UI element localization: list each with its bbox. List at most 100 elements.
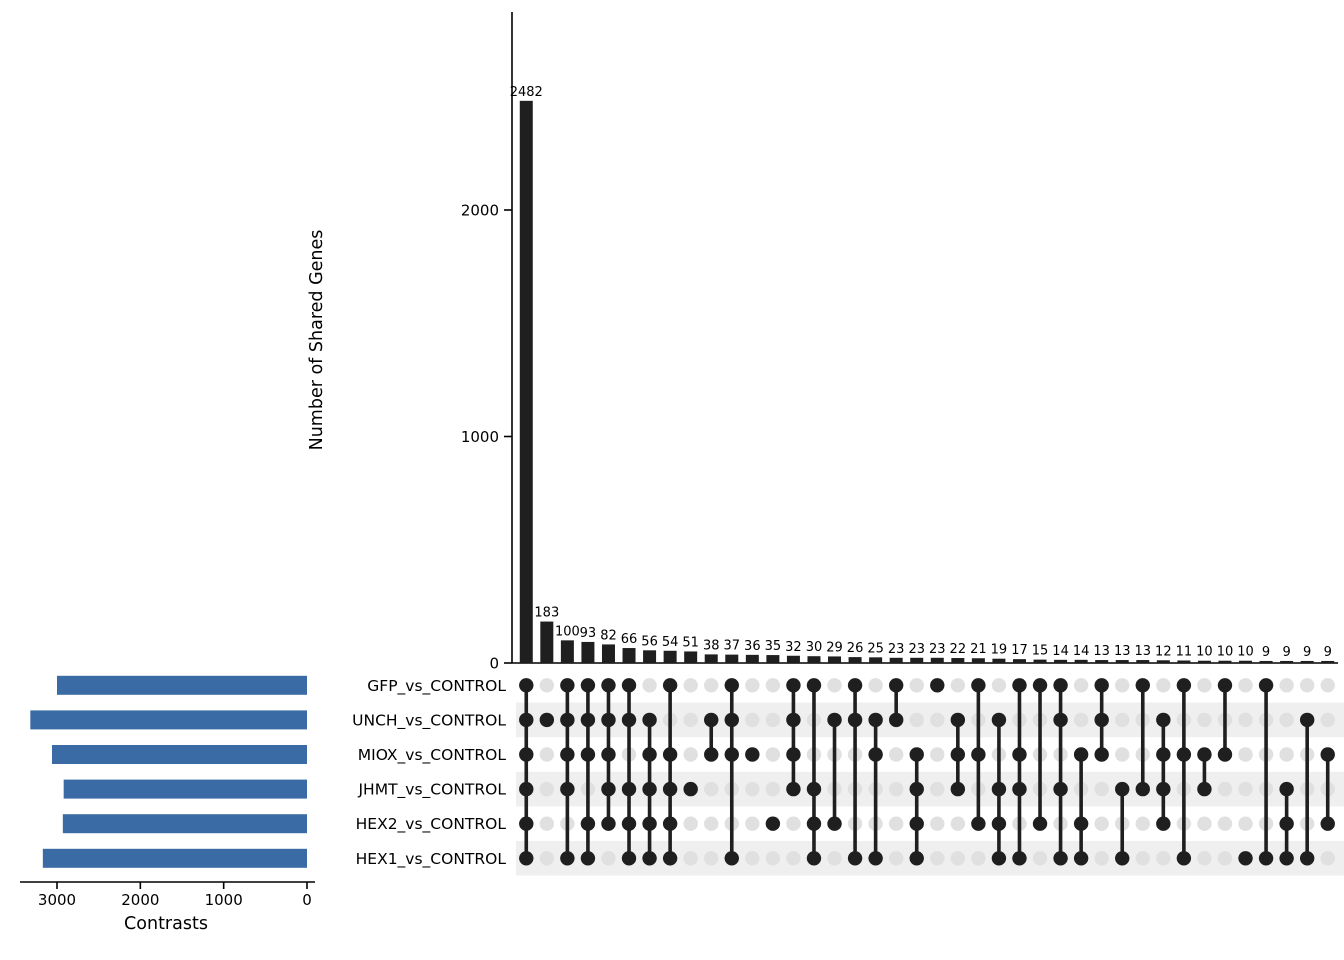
membership-dot-active — [560, 851, 575, 866]
membership-dot-active — [806, 816, 822, 831]
intersection-bar — [1115, 660, 1129, 663]
set-name-label: GFP_vs_CONTROL — [367, 677, 506, 696]
membership-dot-active — [868, 747, 883, 762]
membership-dot-active — [909, 781, 924, 797]
intersection-count-label: 32 — [785, 640, 802, 655]
membership-dot-active — [745, 747, 760, 762]
set-name-label: UNCH_vs_CONTROL — [352, 711, 506, 730]
intersection-count-label: 82 — [600, 628, 617, 643]
membership-dot-inactive — [930, 816, 945, 831]
set-axis-title: Contrasts — [124, 914, 208, 934]
membership-dot-inactive — [704, 678, 719, 693]
intersection-axis-tick-label: 0 — [489, 655, 499, 673]
intersection-count-label: 93 — [580, 626, 597, 641]
membership-dot-inactive — [1279, 747, 1294, 762]
membership-dot-active — [786, 678, 801, 693]
membership-dot-active — [1176, 747, 1192, 762]
intersection-bar — [1095, 660, 1109, 663]
intersection-count-label: 38 — [703, 638, 720, 653]
membership-dot-active — [519, 712, 534, 728]
membership-dot-inactive — [765, 781, 781, 797]
membership-dot-active — [560, 712, 575, 728]
membership-dot-active — [621, 712, 637, 728]
intersection-count-label: 14 — [1052, 644, 1069, 659]
membership-dot-active — [786, 712, 801, 728]
membership-dot-active — [1012, 851, 1027, 866]
membership-dot-inactive — [1320, 712, 1335, 728]
membership-dot-active — [1115, 851, 1130, 866]
membership-dot-active — [806, 781, 822, 797]
membership-dot-inactive — [888, 851, 904, 866]
intersection-bar — [828, 656, 842, 663]
intersection-count-label: 36 — [744, 639, 761, 654]
membership-dot-inactive — [704, 851, 719, 866]
intersection-bar — [1156, 660, 1170, 663]
membership-dot-active — [519, 851, 534, 866]
membership-dot-active — [991, 851, 1007, 866]
membership-dot-inactive — [1135, 816, 1150, 831]
set-name-label: MIOX_vs_CONTROL — [358, 746, 507, 765]
membership-dot-active — [662, 816, 678, 831]
membership-dot-active — [1299, 712, 1315, 728]
membership-dot-inactive — [1217, 781, 1233, 797]
membership-dot-inactive — [930, 747, 945, 762]
set-name-label: HEX1_vs_CONTROL — [356, 850, 507, 869]
membership-dot-inactive — [1197, 712, 1212, 728]
membership-dot-inactive — [950, 816, 966, 831]
membership-dot-active — [868, 851, 883, 866]
membership-dot-active — [580, 678, 596, 693]
membership-dot-active — [1135, 781, 1150, 797]
membership-dot-active — [888, 678, 904, 693]
intersection-count-label: 10 — [1237, 645, 1254, 660]
intersection-count-label: 23 — [908, 642, 925, 657]
membership-dot-active — [765, 816, 781, 831]
membership-dot-active — [519, 781, 534, 797]
membership-dot-inactive — [1115, 678, 1130, 693]
membership-dot-active — [1053, 678, 1068, 693]
intersection-bar — [560, 640, 574, 663]
membership-dot-inactive — [539, 747, 555, 762]
intersection-count-label: 9 — [1262, 645, 1270, 660]
membership-dot-active — [560, 678, 575, 693]
set-size-bar — [30, 710, 307, 730]
membership-dot-inactive — [868, 678, 883, 693]
membership-dot-inactive — [950, 851, 966, 866]
intersection-bar — [1321, 660, 1335, 663]
membership-dot-inactive — [1238, 781, 1253, 797]
intersection-count-label: 23 — [929, 642, 946, 657]
membership-dot-inactive — [888, 816, 904, 831]
membership-dot-active — [1320, 816, 1335, 831]
intersection-axis-tick-label: 1000 — [461, 428, 499, 446]
membership-dot-inactive — [1320, 851, 1335, 866]
membership-dot-active — [991, 781, 1007, 797]
set-size-axis-tick-label: 0 — [302, 891, 312, 909]
intersection-bar — [704, 654, 718, 663]
membership-dot-inactive — [1094, 851, 1109, 866]
membership-dot-inactive — [704, 781, 719, 797]
intersection-count-label: 10 — [1196, 645, 1213, 660]
intersection-bar — [519, 100, 533, 663]
membership-dot-active — [642, 747, 657, 762]
membership-dot-active — [971, 678, 986, 693]
membership-dot-active — [621, 678, 637, 693]
membership-dot-active — [1217, 678, 1233, 693]
membership-dot-inactive — [1135, 851, 1150, 866]
membership-dot-inactive — [1156, 678, 1171, 693]
membership-dot-inactive — [909, 678, 924, 693]
membership-dot-inactive — [1073, 678, 1089, 693]
membership-dot-inactive — [1032, 851, 1048, 866]
intersection-count-label: 14 — [1073, 644, 1090, 659]
membership-dot-inactive — [1217, 851, 1233, 866]
intersection-count-label: 183 — [534, 606, 559, 621]
membership-dot-inactive — [765, 712, 781, 728]
membership-dot-active — [847, 712, 863, 728]
membership-dot-active — [1073, 747, 1089, 762]
membership-dot-active — [1012, 747, 1027, 762]
intersection-count-label: 15 — [1032, 644, 1049, 659]
intersection-count-label: 17 — [1011, 643, 1028, 658]
membership-dot-active — [971, 747, 986, 762]
membership-dot-inactive — [1115, 747, 1130, 762]
membership-dot-inactive — [745, 712, 760, 728]
membership-dot-active — [1053, 781, 1068, 797]
